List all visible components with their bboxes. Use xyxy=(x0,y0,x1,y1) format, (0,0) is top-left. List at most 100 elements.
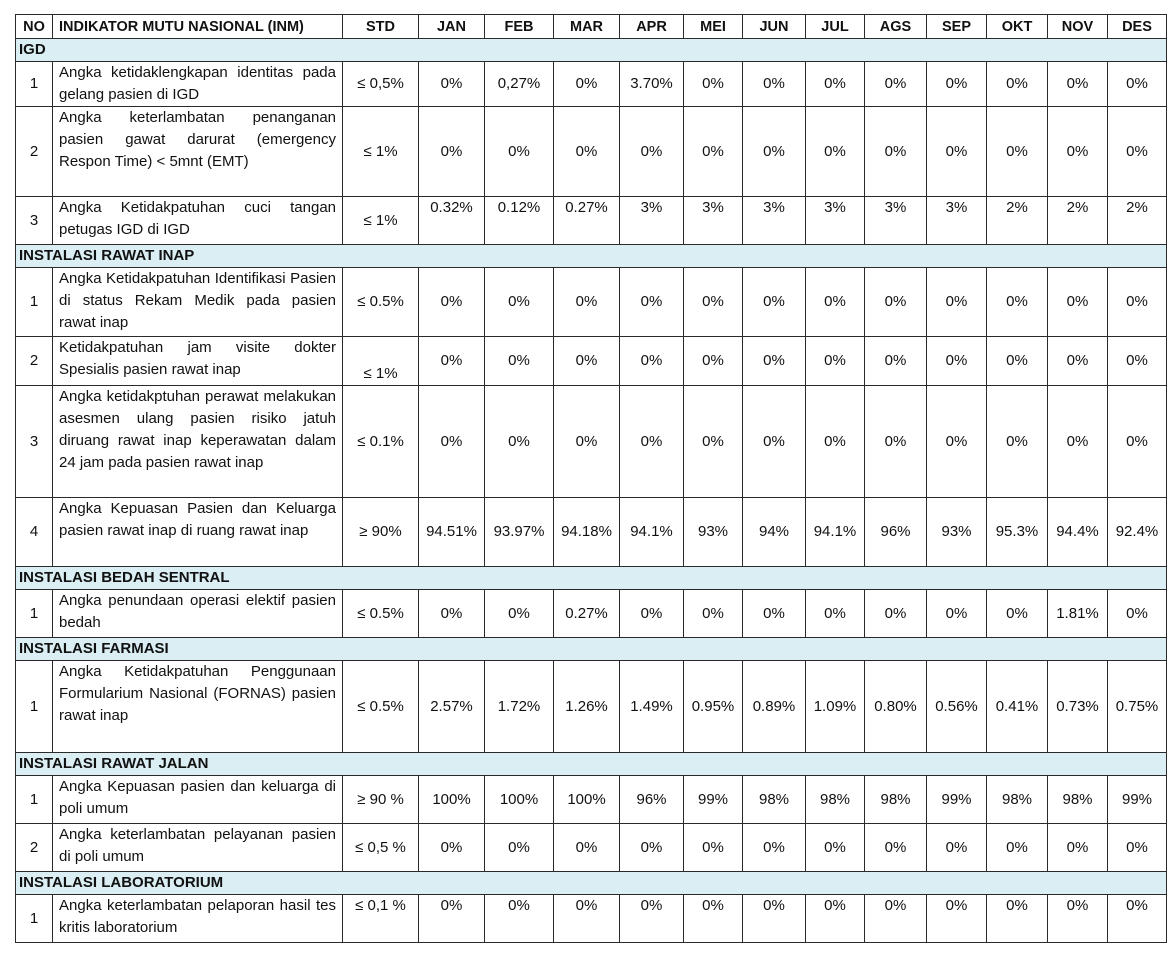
monthly-value: 0% xyxy=(1047,823,1108,872)
monthly-value: 0% xyxy=(805,336,865,386)
monthly-value: 99% xyxy=(683,775,743,824)
monthly-value: 0% xyxy=(683,106,743,197)
indicator-name: Angka ketidaklengkapan identitas pada ge… xyxy=(52,61,343,107)
monthly-value: 98% xyxy=(742,775,806,824)
monthly-value: 0% xyxy=(484,336,554,386)
section-row: INSTALASI LABORATORIUM xyxy=(15,871,1167,895)
indicator-name: Angka Ketidakpatuhan cuci tangan petugas… xyxy=(52,196,343,245)
monthly-value: 1.81% xyxy=(1047,589,1108,638)
section-row: INSTALASI FARMASI xyxy=(15,637,1167,661)
table-row: 3 Angka Ketidakpatuhan cuci tangan petuga… xyxy=(15,196,1167,245)
monthly-value: 98% xyxy=(864,775,927,824)
row-number: 1 xyxy=(15,61,53,107)
standard-value: ≥ 90% xyxy=(342,497,419,567)
monthly-value: 0% xyxy=(1047,894,1108,943)
indicator-name: Angka penundaan operasi elektif pasien b… xyxy=(52,589,343,638)
monthly-value: 94.51% xyxy=(418,497,485,567)
indicator-name: Angka Ketidakpatuhan Identifikasi Pasien… xyxy=(52,267,343,337)
header-month: OKT xyxy=(986,14,1048,39)
monthly-value: 0% xyxy=(864,823,927,872)
monthly-value: 0% xyxy=(553,823,620,872)
monthly-value: 0% xyxy=(742,267,806,337)
monthly-value: 0% xyxy=(864,267,927,337)
monthly-value: 0% xyxy=(1047,267,1108,337)
monthly-value: 3.70% xyxy=(619,61,684,107)
monthly-value: 0.73% xyxy=(1047,660,1108,753)
header-month: NOV xyxy=(1047,14,1108,39)
monthly-value: 0% xyxy=(742,385,806,498)
row-number: 3 xyxy=(15,196,53,245)
indicator-name: Angka keterlambatan pelayanan pasien di … xyxy=(52,823,343,872)
monthly-value: 99% xyxy=(926,775,987,824)
monthly-value: 0% xyxy=(418,589,485,638)
monthly-value: 98% xyxy=(986,775,1048,824)
header-row: NO INDIKATOR MUTU NASIONAL (INM) STD JAN… xyxy=(15,14,1167,39)
header-month: JUL xyxy=(805,14,865,39)
monthly-value: 0.41% xyxy=(986,660,1048,753)
monthly-value: 2% xyxy=(1047,196,1108,245)
monthly-value: 0% xyxy=(619,336,684,386)
monthly-value: 0% xyxy=(683,894,743,943)
monthly-value: 1.26% xyxy=(553,660,620,753)
standard-value: ≤ 0.1% xyxy=(342,385,419,498)
monthly-value: 0% xyxy=(1047,385,1108,498)
monthly-value: 0% xyxy=(926,385,987,498)
monthly-value: 1.72% xyxy=(484,660,554,753)
monthly-value: 0% xyxy=(484,106,554,197)
monthly-value: 3% xyxy=(805,196,865,245)
monthly-value: 0.56% xyxy=(926,660,987,753)
monthly-value: 0% xyxy=(484,589,554,638)
header-month: MAR xyxy=(553,14,620,39)
monthly-value: 0% xyxy=(1047,61,1108,107)
row-number: 1 xyxy=(15,267,53,337)
monthly-value: 1.09% xyxy=(805,660,865,753)
standard-value: ≤ 1% xyxy=(342,106,419,197)
header-month: JAN xyxy=(418,14,485,39)
inm-quality-table: NO INDIKATOR MUTU NASIONAL (INM) STD JAN… xyxy=(15,14,1167,943)
monthly-value: 0% xyxy=(619,385,684,498)
section-row: IGD xyxy=(15,38,1167,62)
standard-value: ≤ 0,1 % xyxy=(342,894,419,943)
monthly-value: 93% xyxy=(926,497,987,567)
monthly-value: 0% xyxy=(553,267,620,337)
monthly-value: 0% xyxy=(418,336,485,386)
monthly-value: 0% xyxy=(986,589,1048,638)
monthly-value: 0% xyxy=(805,385,865,498)
monthly-value: 0.32% xyxy=(418,196,485,245)
monthly-value: 0% xyxy=(683,336,743,386)
monthly-value: 0% xyxy=(742,894,806,943)
monthly-value: 0% xyxy=(683,589,743,638)
monthly-value: 0% xyxy=(742,823,806,872)
table-row: 2 Angka keterlambatan penanganan pasien g… xyxy=(15,106,1167,197)
monthly-value: 0% xyxy=(418,61,485,107)
monthly-value: 0% xyxy=(986,385,1048,498)
monthly-value: 0% xyxy=(553,385,620,498)
indicator-name: Angka Ketidakpatuhan Penggunaan Formular… xyxy=(52,660,343,753)
monthly-value: 94.1% xyxy=(805,497,865,567)
monthly-value: 0% xyxy=(418,267,485,337)
monthly-value: 100% xyxy=(484,775,554,824)
monthly-value: 0% xyxy=(864,385,927,498)
row-number: 2 xyxy=(15,336,53,386)
monthly-value: 0.75% xyxy=(1107,660,1167,753)
indicator-name: Angka Kepuasan Pasien dan Keluarga pasie… xyxy=(52,497,343,567)
header-month: APR xyxy=(619,14,684,39)
section-title: INSTALASI RAWAT INAP xyxy=(15,244,1167,268)
monthly-value: 0% xyxy=(926,106,987,197)
monthly-value: 0% xyxy=(926,894,987,943)
table-row: 1 Angka Kepuasan pasien dan keluarga di p… xyxy=(15,775,1167,824)
monthly-value: 0% xyxy=(986,894,1048,943)
header-month: DES xyxy=(1107,14,1167,39)
monthly-value: 0% xyxy=(864,106,927,197)
monthly-value: 0% xyxy=(986,267,1048,337)
section-row: INSTALASI RAWAT JALAN xyxy=(15,752,1167,776)
monthly-value: 0% xyxy=(1107,336,1167,386)
indicator-name: Angka keterlambatan pelaporan hasil tes … xyxy=(52,894,343,943)
monthly-value: 0% xyxy=(986,61,1048,107)
monthly-value: 0% xyxy=(1107,589,1167,638)
row-number: 1 xyxy=(15,660,53,753)
header-no: NO xyxy=(15,14,53,39)
monthly-value: 92.4% xyxy=(1107,497,1167,567)
monthly-value: 0% xyxy=(864,589,927,638)
table-row: 2 Angka keterlambatan pelayanan pasien di… xyxy=(15,823,1167,872)
